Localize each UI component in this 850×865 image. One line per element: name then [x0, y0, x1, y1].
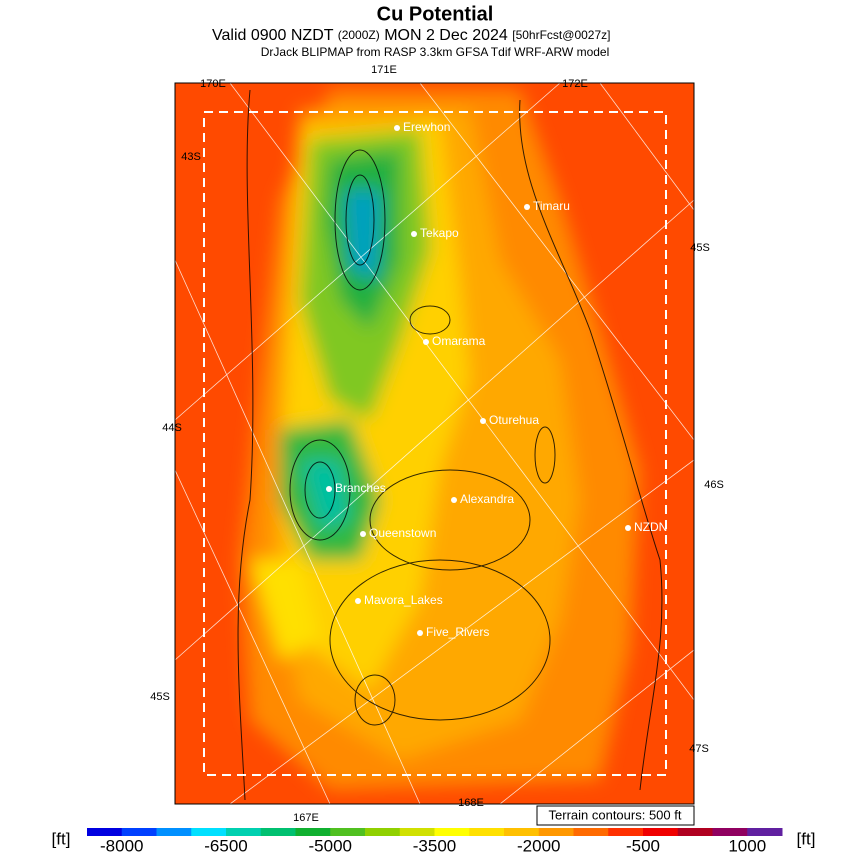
contour-note: Terrain contours: 500 ft	[549, 807, 682, 822]
place-label: Branches	[335, 481, 386, 495]
place-dot	[423, 339, 429, 345]
unit-left: [ft]	[52, 829, 71, 848]
place-dot	[411, 231, 417, 237]
date: MON 2 Dec 2024	[384, 27, 508, 44]
colorbar-label: -3500	[413, 836, 456, 855]
fcst: [50hrFcst@0027z]	[512, 28, 610, 42]
place-dot	[394, 125, 400, 131]
place-dot	[417, 630, 423, 636]
colorbar-segment	[191, 828, 227, 836]
place-dot	[355, 598, 361, 604]
place-dot	[524, 204, 530, 210]
valid-time: Valid 0900 NZDT	[212, 27, 334, 44]
colorbar-segment	[434, 828, 470, 836]
grid-label: 167E	[293, 812, 319, 824]
grid-label: 171E	[371, 64, 397, 76]
grid-label: 170E	[200, 78, 226, 90]
colorbar-segment	[469, 828, 505, 836]
colorbar-segment	[573, 828, 609, 836]
colorbar-segment	[87, 828, 123, 836]
grid-label: 46S	[704, 479, 724, 491]
grid-label: 43S	[181, 151, 201, 163]
grid-label: 45S	[150, 691, 170, 703]
colorbar-segment	[295, 828, 331, 836]
colorbar-label: -5000	[309, 836, 352, 855]
place-label: Five_Rivers	[426, 625, 489, 639]
place-label: Tekapo	[420, 226, 459, 240]
place-dot	[451, 497, 457, 503]
colorbar-segment	[608, 828, 644, 836]
place-label: Mavora_Lakes	[364, 593, 443, 607]
grid-label: 168E	[458, 797, 484, 809]
colorbar-segment	[677, 828, 713, 836]
place-label: NZDN	[634, 520, 667, 534]
colorbar-segment	[747, 828, 783, 836]
grid-label: 47S	[689, 743, 709, 755]
colorbar-label: -500	[626, 836, 660, 855]
place-dot	[326, 486, 332, 492]
grid-label: 45S	[690, 242, 710, 254]
place-label: Omarama	[432, 334, 486, 348]
colorbar-segment	[399, 828, 435, 836]
place-label: Erewhon	[403, 120, 450, 134]
colorbar-label: -2000	[517, 836, 560, 855]
subtitle: DrJack BLIPMAP from RASP 3.3km GFSA Tdif…	[261, 45, 610, 59]
valid: Valid 0900 NZDT (2000Z) MON 2 Dec 2024 […	[212, 27, 610, 44]
colorbar-label: 1000	[728, 836, 766, 855]
colorbar-segment	[538, 828, 574, 836]
contour-note-box	[536, 805, 695, 826]
place-dot	[480, 418, 486, 424]
colorbar-segment	[260, 828, 296, 836]
colorbar-label: -6500	[204, 836, 247, 855]
place-label: Timaru	[533, 199, 570, 213]
place-dot	[360, 531, 366, 537]
colorbar-segment	[226, 828, 262, 836]
colorbar-segment	[643, 828, 679, 836]
colorbar-label: -8000	[100, 836, 143, 855]
zone: (2000Z)	[338, 28, 380, 42]
place-label: Oturehua	[489, 413, 539, 427]
colorbar-segment	[365, 828, 401, 836]
place-label: Queenstown	[369, 526, 436, 540]
grid-label: 172E	[562, 78, 588, 90]
colorbar-segment	[121, 828, 157, 836]
title: Cu Potential	[377, 3, 494, 25]
colorbar-segment	[712, 828, 748, 836]
colorbar-segment	[330, 828, 366, 836]
place-label: Alexandra	[460, 492, 514, 506]
map	[175, 83, 694, 804]
place-dot	[625, 525, 631, 531]
colorbar-segment	[156, 828, 192, 836]
grid-label: 44S	[162, 422, 182, 434]
unit-right: [ft]	[797, 829, 816, 848]
colorbar-segment	[504, 828, 540, 836]
